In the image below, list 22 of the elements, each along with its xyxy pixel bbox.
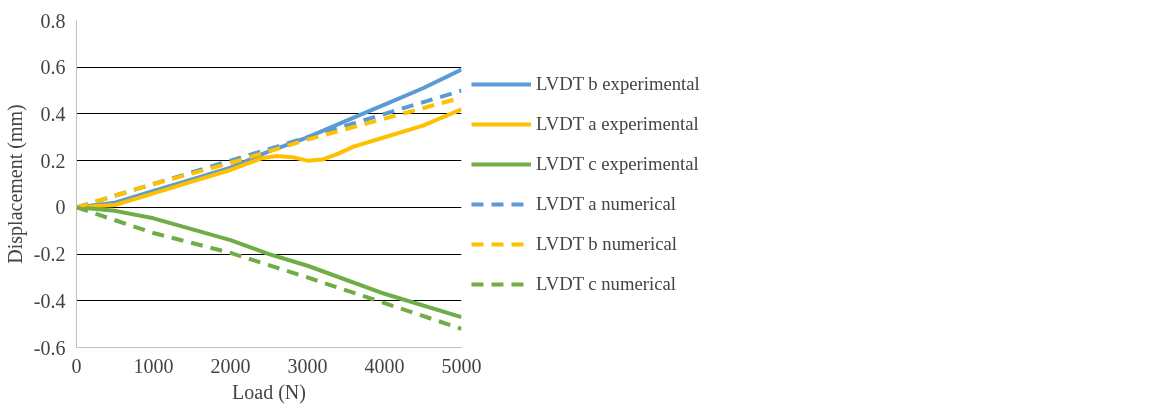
x-axis-title: Load (N) [232, 380, 306, 404]
y-tick-label: 0.2 [40, 149, 66, 172]
x-tick-label: 0 [71, 354, 82, 377]
legend-label: LVDT c experimental [536, 152, 699, 175]
y-tick-label: 0.4 [40, 102, 66, 125]
x-tick-label: 1000 [133, 354, 174, 377]
y-tick-label: -0.6 [33, 336, 66, 359]
legend-label: LVDT a experimental [536, 112, 699, 135]
legend-label: LVDT b experimental [536, 72, 700, 95]
x-tick-label: 4000 [364, 354, 405, 377]
y-tick-label: 0.6 [40, 56, 66, 79]
legend-label: LVDT a numerical [536, 192, 676, 215]
y-tick-label: -0.2 [33, 243, 66, 266]
x-tick-label: 2000 [210, 354, 251, 377]
y-axis-title: Displacement (mm) [3, 104, 27, 264]
x-tick-label: 3000 [287, 354, 328, 377]
y-tick-label: -0.4 [33, 289, 66, 312]
y-tick-label: 0.8 [40, 9, 66, 32]
legend-label: LVDT c numerical [536, 272, 676, 295]
y-tick-label: 0 [55, 196, 66, 219]
x-tick-label: 5000 [441, 354, 482, 377]
legend-label: LVDT b numerical [536, 232, 677, 255]
